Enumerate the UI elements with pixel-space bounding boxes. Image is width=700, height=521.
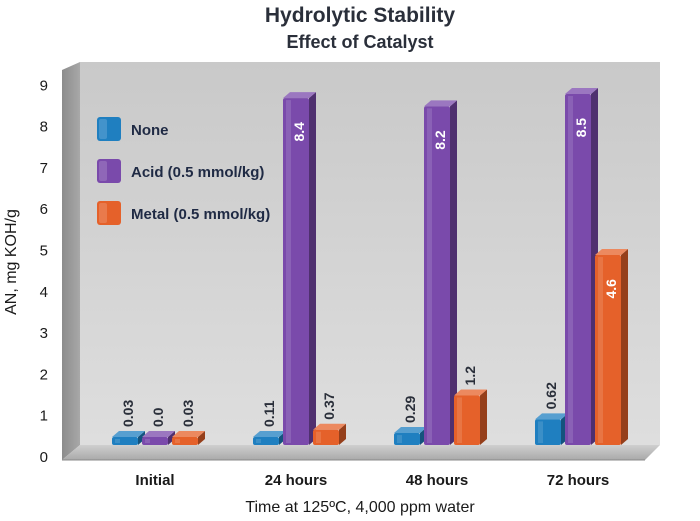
y-tick-label: 6 (40, 201, 48, 218)
bar (454, 389, 487, 445)
bar (313, 423, 346, 445)
bars (112, 87, 628, 445)
y-axis-ticks: 0 1 2 3 4 5 6 7 8 9 (40, 77, 48, 466)
bar (595, 249, 628, 445)
data-label: 0.03 (120, 400, 136, 427)
data-label: 8.5 (573, 118, 589, 138)
bar (283, 92, 316, 445)
bar (535, 413, 568, 445)
plot-floor (62, 445, 660, 460)
x-tick-label: 24 hours (265, 472, 328, 489)
x-axis-label: Time at 125ºC, 4,000 ppm water (245, 499, 475, 516)
legend-label: Acid (0.5 mmol/kg) (131, 164, 264, 181)
data-label: 8.2 (432, 130, 448, 150)
bar (142, 431, 175, 445)
y-tick-label: 9 (40, 77, 48, 94)
data-label: 8.4 (291, 122, 307, 142)
legend-item: None (97, 117, 169, 141)
plot-back-wall (80, 62, 660, 445)
chart-subtitle: Effect of Catalyst (286, 32, 433, 52)
data-label: 0.29 (402, 396, 418, 423)
data-label: 4.6 (603, 279, 619, 299)
x-tick-label: 72 hours (547, 472, 610, 489)
data-label: 0.11 (261, 400, 277, 427)
data-labels: 0.03 0.0 0.03 0.11 8.4 0.37 0.29 8.2 1.2 0.62 8.5 4… (120, 118, 619, 427)
y-tick-label: 2 (40, 366, 48, 383)
y-tick-label: 0 (40, 449, 48, 466)
data-label: 0.0 (150, 407, 166, 427)
bar (253, 431, 286, 445)
chart-title: Hydrolytic Stability (265, 4, 456, 27)
plot-side-wall (62, 62, 80, 460)
y-tick-label: 8 (40, 119, 48, 136)
legend-label: None (131, 122, 169, 139)
bar (424, 100, 457, 445)
x-tick-label: 48 hours (406, 472, 469, 489)
x-tick-label: Initial (135, 472, 174, 489)
y-tick-label: 3 (40, 325, 48, 342)
data-label: 0.62 (543, 382, 559, 409)
bar (565, 87, 598, 445)
y-axis-label: AN, mg KOH/g (3, 209, 20, 315)
y-tick-label: 5 (40, 243, 48, 260)
data-label: 1.2 (462, 366, 478, 386)
y-tick-label: 7 (40, 160, 48, 177)
legend-label: Metal (0.5 mmol/kg) (131, 206, 270, 223)
x-axis-categories: Initial 24 hours 48 hours 72 hours (135, 472, 609, 489)
bar (172, 431, 205, 445)
data-label: 0.03 (180, 400, 196, 427)
legend: None Acid (0.5 mmol/kg) Metal (0.5 mmol/kg… (97, 117, 270, 225)
bar (394, 427, 427, 445)
bar (112, 431, 145, 445)
legend-item: Metal (0.5 mmol/kg) (97, 201, 270, 225)
data-label: 0.37 (321, 392, 337, 419)
legend-item: Acid (0.5 mmol/kg) (97, 159, 264, 183)
y-tick-label: 1 (40, 408, 48, 425)
y-tick-label: 4 (40, 284, 48, 301)
